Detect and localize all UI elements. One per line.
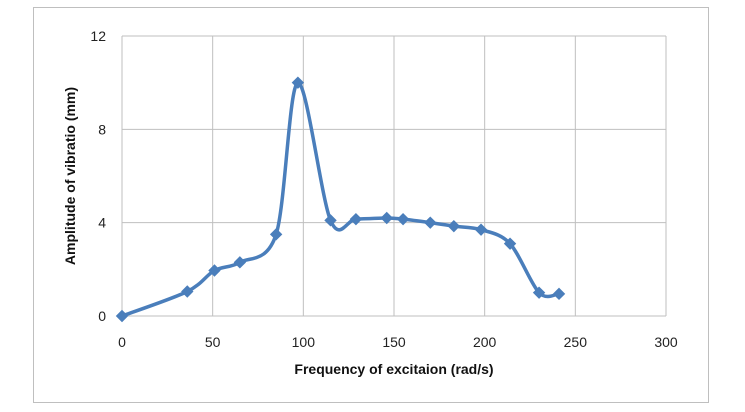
x-tick-label: 150 [382,334,406,350]
x-axis-title: Frequency of excitaion (rad/s) [294,361,493,377]
data-point-marker [269,228,283,241]
data-point-marker [503,237,517,250]
y-tick-label: 8 [98,121,106,137]
data-point-marker [447,219,461,233]
y-tick-label: 4 [98,215,106,231]
y-tick-label: 12 [90,28,106,44]
data-point-marker [552,287,566,301]
series-line [121,80,560,318]
data-point-marker [474,223,488,236]
y-axis-title: Amplitude of vibratio (mm) [62,87,78,265]
x-tick-label: 250 [564,334,588,350]
data-point-marker [115,309,129,323]
data-point-marker [532,286,546,299]
data-point-marker [396,212,410,226]
x-tick-label: 0 [118,334,126,350]
x-tick-label: 100 [292,334,316,350]
data-point-marker [208,264,221,277]
data-point-marker [324,214,337,227]
chart-frame [33,7,709,403]
markers-group [115,76,566,323]
x-tick-label: 200 [473,334,497,350]
data-point-marker [424,216,437,229]
tick-labels-group: 0 50 100 150 200 250 300 0 4 8 12 [90,28,677,350]
data-point-marker [181,285,194,298]
data-point-marker [349,212,363,226]
x-tick-label: 50 [205,334,221,350]
x-tick-label: 300 [654,334,678,350]
data-point-marker [380,211,393,225]
data-point-marker [233,256,247,269]
grid-lines [121,35,667,317]
series-line-group [121,80,560,318]
y-tick-label: 0 [98,308,106,324]
data-point-marker [291,76,305,89]
